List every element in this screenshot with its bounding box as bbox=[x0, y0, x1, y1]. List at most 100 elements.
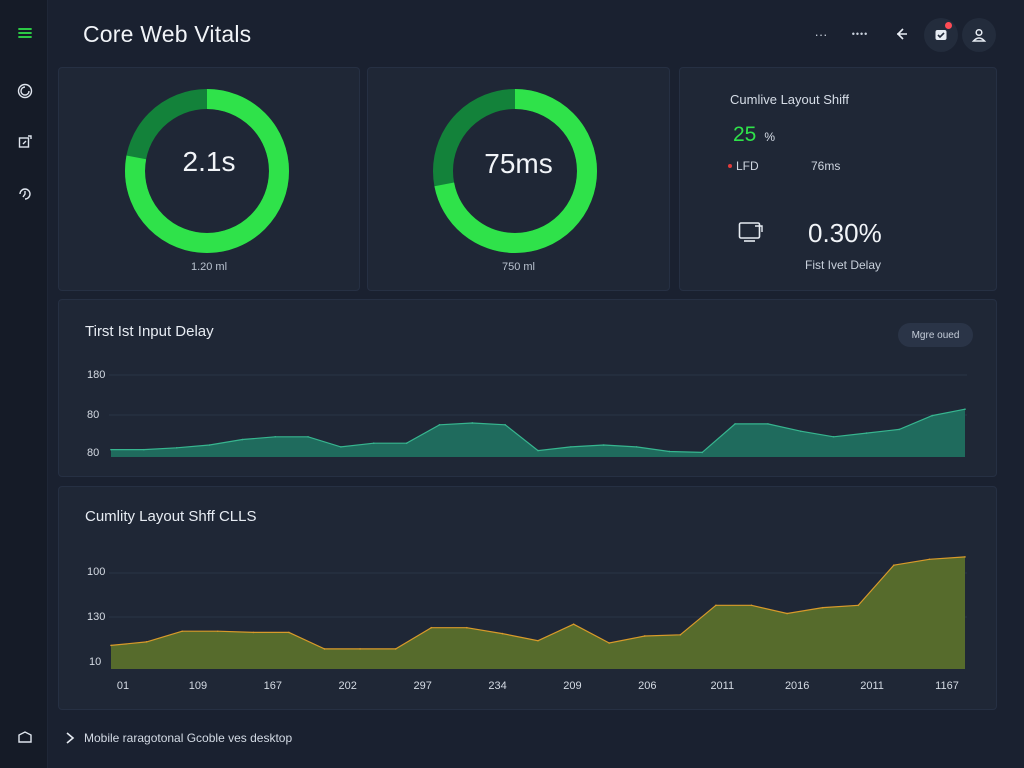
fid-data-point bbox=[537, 450, 539, 452]
cls-data-point bbox=[715, 604, 717, 606]
sidebar bbox=[0, 0, 48, 768]
fid-data-point bbox=[340, 446, 342, 448]
cls-data-point bbox=[324, 648, 326, 650]
reports-icon[interactable] bbox=[14, 131, 36, 153]
fid-data-point bbox=[472, 422, 474, 424]
cls-data-point bbox=[680, 634, 682, 636]
cls-data-point bbox=[146, 641, 148, 643]
cls-data-point bbox=[964, 556, 966, 558]
fid-data-point bbox=[866, 432, 868, 434]
fid-data-point bbox=[439, 424, 441, 426]
cls-data-point bbox=[929, 558, 931, 560]
fid-data-point bbox=[800, 430, 802, 432]
gauge-card-fid: 75ms 750 ml bbox=[367, 67, 670, 291]
cls-area-chart: 011091672022972342092062011201620111167 bbox=[109, 551, 989, 741]
chevron-right-icon[interactable] bbox=[65, 732, 75, 744]
gauge-caption-fid: 750 ml bbox=[368, 261, 669, 273]
cls-y-tick: 100 bbox=[87, 566, 105, 578]
fid-data-point bbox=[636, 446, 638, 448]
gauge-caption-lcp: 1.20 ml bbox=[59, 261, 359, 273]
cls-data-point bbox=[110, 645, 112, 647]
menu-icon[interactable] bbox=[14, 22, 36, 44]
cls-data-point bbox=[644, 635, 646, 637]
fid-data-point bbox=[964, 408, 966, 410]
legend-label: LFD bbox=[736, 159, 759, 173]
cls-x-tick: 2016 bbox=[785, 680, 809, 692]
cls-data-point bbox=[822, 607, 824, 609]
fid-data-point bbox=[373, 442, 375, 444]
cls-big-value: 0.30% bbox=[808, 218, 882, 249]
cls-x-tick: 109 bbox=[189, 680, 207, 692]
cls-data-point bbox=[537, 640, 539, 642]
cls-x-tick: 206 bbox=[638, 680, 656, 692]
cls-data-point bbox=[288, 632, 290, 634]
cls-chart-title: Cumlity Layout Shff CLLS bbox=[85, 508, 256, 525]
cls-x-tick: 167 bbox=[264, 680, 282, 692]
gauge-card-lcp: 2.1s 1.20 ml bbox=[58, 67, 360, 291]
cls-score-unit: % bbox=[764, 130, 775, 144]
cls-x-tick: 2011 bbox=[710, 680, 734, 692]
fid-y-tick: 80 bbox=[87, 447, 99, 459]
home-icon[interactable] bbox=[14, 726, 36, 748]
gauge-value-lcp: 2.1s bbox=[59, 146, 359, 178]
cls-y-tick: 10 bbox=[89, 656, 101, 668]
fid-y-tick: 180 bbox=[87, 369, 105, 381]
device-icon bbox=[738, 221, 764, 243]
fid-chart-card: Tirst Ist Input Delay Mgre oued 180 80 8… bbox=[58, 299, 997, 477]
share-icon bbox=[894, 26, 910, 42]
cls-data-point bbox=[430, 627, 432, 629]
more-options-button[interactable]: ··· bbox=[806, 18, 836, 50]
fid-data-point bbox=[143, 449, 145, 451]
profile-button[interactable] bbox=[962, 18, 996, 52]
cls-data-point bbox=[395, 648, 397, 650]
fid-data-point bbox=[176, 447, 178, 449]
notifications-button[interactable] bbox=[924, 18, 958, 52]
user-icon bbox=[971, 27, 987, 43]
cls-data-point bbox=[857, 604, 859, 606]
cls-x-tick: 209 bbox=[563, 680, 581, 692]
fid-area-chart bbox=[109, 365, 989, 465]
cls-data-point bbox=[466, 627, 468, 629]
cls-data-point bbox=[253, 632, 255, 634]
fid-data-point bbox=[209, 444, 211, 446]
cls-chart-card: Cumlity Layout Shff CLLS 100 130 10 01 10… bbox=[58, 486, 997, 710]
dashboard-icon[interactable] bbox=[14, 80, 36, 102]
more-details-button[interactable]: Mgre oued bbox=[898, 323, 973, 347]
cls-data-point bbox=[751, 604, 753, 606]
cls-data-point bbox=[608, 642, 610, 644]
fid-data-point bbox=[669, 451, 671, 453]
cls-data-point bbox=[502, 633, 504, 635]
options-dots-label: •••• bbox=[852, 29, 869, 39]
fid-data-point bbox=[274, 436, 276, 438]
fid-data-point bbox=[899, 429, 901, 431]
cls-data-point bbox=[573, 623, 575, 625]
page-title: Core Web Vitals bbox=[83, 21, 251, 48]
fid-data-point bbox=[242, 439, 244, 441]
options-dots-button[interactable]: •••• bbox=[844, 18, 876, 50]
fid-chart-title: Tirst Ist Input Delay bbox=[85, 323, 214, 340]
cls-data-point bbox=[359, 648, 361, 650]
notification-badge bbox=[945, 22, 952, 29]
fid-data-point bbox=[734, 423, 736, 425]
legend-dot bbox=[728, 164, 732, 168]
notification-icon bbox=[933, 27, 949, 43]
fid-data-point bbox=[406, 442, 408, 444]
cls-y-tick: 130 bbox=[87, 611, 105, 623]
cls-data-point bbox=[893, 564, 895, 566]
cls-area-fill bbox=[111, 557, 965, 669]
history-icon[interactable] bbox=[14, 183, 36, 205]
cls-score-value: 25 bbox=[733, 123, 756, 147]
share-button[interactable] bbox=[888, 18, 916, 50]
cls-summary-card: Cumlive Layout Shiff 25 % LFD 76ms 0.30%… bbox=[679, 67, 997, 291]
cls-score: 25 % bbox=[733, 123, 775, 147]
cls-x-tick: 01 bbox=[117, 680, 129, 692]
cls-card-title: Cumlive Layout Shiff bbox=[730, 92, 849, 107]
footer-note: Mobile raragotonal Gcoble ves desktop bbox=[84, 731, 292, 745]
fid-data-point bbox=[767, 423, 769, 425]
fid-data-point bbox=[833, 436, 835, 438]
cls-big-caption: Fist Ivet Delay bbox=[805, 258, 881, 272]
cls-data-point bbox=[181, 630, 183, 632]
cls-x-tick: 234 bbox=[488, 680, 506, 692]
cls-x-tick: 202 bbox=[339, 680, 357, 692]
more-options-label: ··· bbox=[815, 27, 828, 42]
